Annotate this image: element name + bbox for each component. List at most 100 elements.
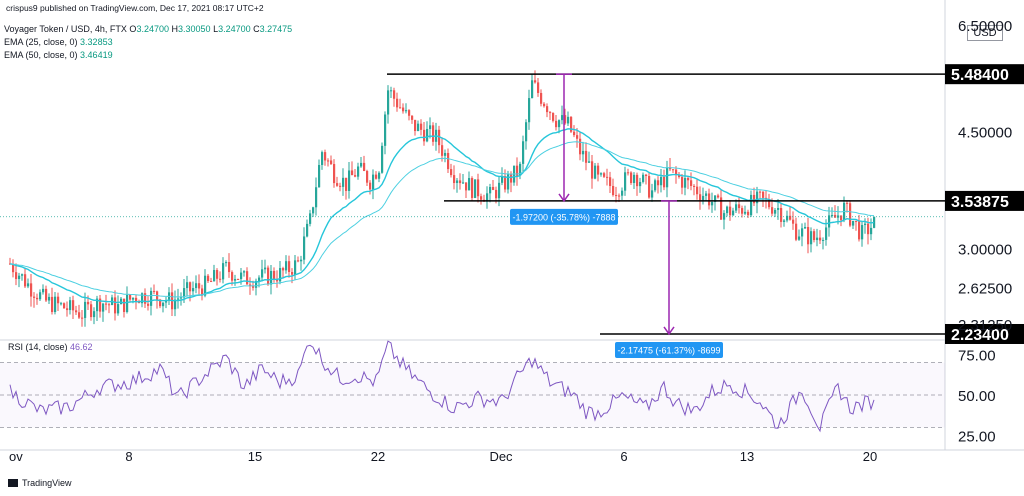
- candle-body: [516, 165, 519, 176]
- publisher-note: crispus9 published on TradingView.com, D…: [6, 3, 264, 13]
- candle-body: [471, 178, 474, 198]
- candle-body: [261, 269, 264, 278]
- candle-body: [462, 182, 465, 184]
- candle-body: [873, 216, 876, 228]
- candle-body: [222, 263, 225, 280]
- candle-body: [153, 290, 156, 292]
- ema25-legend[interactable]: EMA (25, close, 0) 3.32853: [4, 37, 113, 47]
- candle-body: [492, 186, 495, 190]
- candle-body: [828, 215, 831, 228]
- candle-body: [291, 272, 294, 275]
- candle-body: [630, 172, 633, 183]
- candle-body: [441, 145, 444, 156]
- price-tick-label: 2.62500: [958, 280, 1012, 297]
- candle-body: [417, 123, 420, 132]
- ohlc-open: 3.24700: [136, 24, 169, 34]
- candle-body: [798, 236, 801, 240]
- candle-body: [267, 267, 270, 285]
- candle-body: [684, 178, 687, 188]
- candle-body: [687, 178, 690, 181]
- measure-label: -2.17475 (-61.37%) -8699: [617, 345, 720, 355]
- candle-body: [861, 225, 864, 240]
- candle-body: [657, 180, 660, 186]
- candle-body: [549, 112, 552, 114]
- candle-body: [681, 177, 684, 188]
- candle-body: [333, 164, 336, 184]
- candle-body: [624, 172, 627, 191]
- ema50-line: [9, 141, 875, 298]
- candle-body: [717, 195, 720, 198]
- candle-body: [330, 160, 333, 165]
- candle-body: [627, 172, 630, 174]
- candle-body: [246, 271, 249, 285]
- candle-body: [93, 311, 96, 318]
- candle-body: [186, 282, 189, 289]
- candle-body: [636, 174, 639, 187]
- candle-body: [621, 190, 624, 196]
- rsi-value: 46.62: [70, 342, 93, 352]
- time-tick-label: 15: [248, 449, 262, 464]
- candle-body: [321, 152, 324, 165]
- candle-body: [90, 304, 93, 318]
- candle-body: [804, 227, 807, 229]
- candle-body: [432, 125, 435, 142]
- candle-body: [561, 115, 564, 121]
- measure-label-box: [615, 341, 723, 358]
- candle-body: [429, 125, 432, 129]
- candle-body: [24, 274, 27, 287]
- candle-body: [774, 209, 777, 214]
- candle-body: [771, 207, 774, 214]
- candle-body: [645, 174, 648, 177]
- candle-body: [414, 119, 417, 132]
- candle-body: [180, 297, 183, 299]
- candle-body: [495, 189, 498, 199]
- candle-body: [849, 203, 852, 226]
- candle-body: [465, 182, 468, 191]
- candle-body: [555, 120, 558, 128]
- candle-body: [147, 303, 150, 306]
- candle-body: [81, 317, 84, 319]
- candle-body: [498, 182, 501, 199]
- candle-body: [786, 215, 789, 221]
- candle-body: [201, 288, 204, 296]
- currency-button[interactable]: USD: [967, 25, 1003, 41]
- time-tick-label: 20: [863, 449, 877, 464]
- candle-body: [339, 185, 342, 187]
- candle-body: [312, 207, 315, 214]
- candle-body: [438, 129, 441, 146]
- candle-body: [351, 170, 354, 176]
- candle-body: [336, 183, 339, 186]
- level-price-box: [945, 64, 1024, 85]
- candle-body: [753, 194, 756, 204]
- candle-body: [777, 207, 780, 210]
- candle-body: [603, 173, 606, 177]
- candle-body: [582, 150, 585, 155]
- candle-body: [714, 195, 717, 202]
- candle-body: [162, 302, 165, 307]
- candle-body: [459, 180, 462, 184]
- candle-body: [252, 286, 255, 288]
- candle-body: [600, 173, 603, 175]
- candle-body: [225, 262, 228, 264]
- candle-body: [399, 107, 402, 109]
- candle-body: [342, 177, 345, 187]
- candle-body: [846, 202, 849, 204]
- candle-body: [732, 210, 735, 216]
- candle-body: [420, 123, 423, 130]
- candle-body: [363, 162, 366, 171]
- tradingview-logo[interactable]: TradingView: [8, 478, 72, 488]
- ohlc-low: 3.24700: [218, 24, 251, 34]
- ema50-legend[interactable]: EMA (50, close, 0) 3.46419: [4, 50, 113, 60]
- candle-body: [531, 80, 534, 99]
- candle-body: [381, 145, 384, 173]
- level-price-box: [945, 190, 1024, 211]
- candle-body: [654, 180, 657, 191]
- candle-body: [327, 160, 330, 162]
- candle-body: [726, 206, 729, 214]
- ticker-name[interactable]: Voyager Token / USD, 4h, FTX: [4, 24, 127, 34]
- candle-body: [711, 201, 714, 206]
- candle-body: [270, 270, 273, 285]
- candle-body: [666, 167, 669, 188]
- candle-body: [183, 288, 186, 298]
